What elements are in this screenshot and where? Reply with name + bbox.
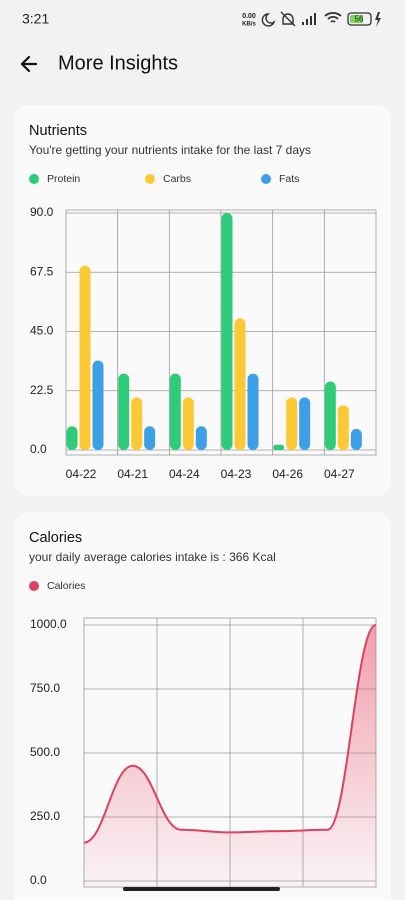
card-title: Nutrients [29, 123, 87, 139]
status-bar: 3:21 0.00 KB/s 56 [22, 11, 381, 28]
x-tick-label: 04-23 [221, 467, 252, 481]
x-tick-label: 04-22 [66, 467, 97, 481]
battery-text: 56 [355, 15, 364, 24]
card-subtitle: You're getting your nutrients intake for… [29, 143, 311, 157]
line [83, 624, 377, 844]
y-tick-label: 750.0 [30, 681, 60, 695]
charts: Nutrients You're getting your nutrients i… [29, 123, 377, 888]
bar [182, 397, 194, 450]
legend-dot [29, 174, 39, 184]
bar [169, 373, 181, 450]
y-tick-label: 1000.0 [30, 617, 67, 631]
bar [221, 213, 233, 450]
bar [286, 397, 298, 450]
battery-outline [347, 12, 372, 26]
bar [144, 426, 156, 450]
y-tick-label: 22.5 [30, 383, 54, 397]
line-area [84, 625, 376, 887]
x-tick-label: 04-26 [272, 467, 303, 481]
x-tick-label: 04-24 [169, 467, 200, 481]
card-subtitle: your daily average calories intake is : … [29, 550, 276, 564]
network-speed: 0.00 [242, 13, 256, 20]
legend-label: Fats [279, 173, 299, 185]
bar [131, 397, 143, 450]
dnd-icon [261, 13, 276, 27]
home-indicator [123, 887, 280, 891]
bar [79, 265, 91, 450]
bar [92, 360, 104, 450]
x-tick-label: 04-21 [117, 467, 148, 481]
network-unit: KB/s [242, 22, 256, 28]
battery-level [350, 15, 363, 23]
y-tick-label: 45.0 [30, 324, 54, 338]
back-button[interactable] [20, 55, 38, 73]
status-time: 3:21 [22, 11, 49, 27]
page-title: More Insights [58, 52, 178, 74]
y-tick-label: 250.0 [30, 809, 60, 823]
y-tick-label: 0.0 [30, 873, 47, 887]
bar [66, 426, 78, 450]
bar [337, 405, 349, 450]
card-title: Calories [29, 530, 82, 546]
bar [118, 373, 130, 450]
y-tick-label: 500.0 [30, 745, 60, 759]
mute-icon [280, 11, 296, 27]
bar [350, 428, 362, 450]
bar [273, 444, 285, 450]
legend-dot [29, 581, 39, 591]
y-tick-label: 0.0 [30, 442, 47, 456]
legend-dot [261, 174, 271, 184]
legend-label: Calories [47, 580, 86, 592]
legend-label: Carbs [163, 173, 191, 185]
x-tick-label: 04-27 [324, 467, 355, 481]
bar [234, 318, 246, 450]
legend-dot [145, 174, 155, 184]
y-tick-label: 90.0 [30, 205, 54, 219]
charging-icon [375, 12, 381, 27]
bar [195, 426, 207, 450]
bar [324, 381, 336, 450]
signal-icon [302, 13, 316, 25]
bar [299, 397, 311, 450]
wifi-icon [324, 12, 342, 23]
legend-label: Protein [47, 173, 80, 185]
bar [247, 373, 259, 450]
y-tick-label: 67.5 [30, 264, 54, 278]
nutrients-card [14, 105, 391, 496]
